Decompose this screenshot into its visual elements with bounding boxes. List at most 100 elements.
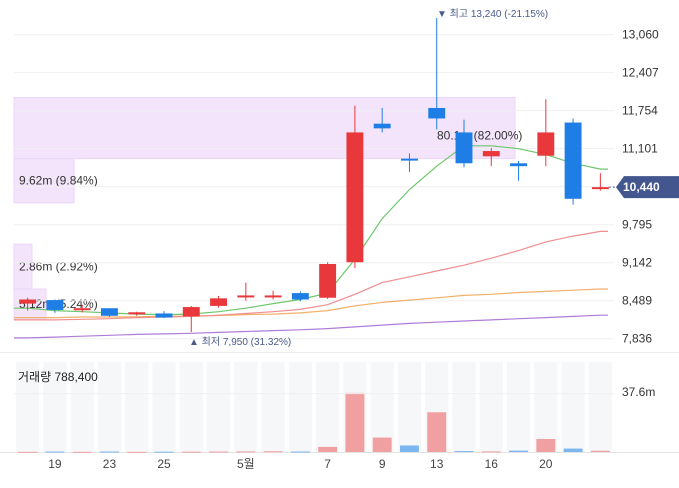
volume-bar bbox=[18, 451, 38, 453]
x-tick: 13 bbox=[430, 457, 444, 471]
x-tick: 20 bbox=[539, 457, 553, 471]
volume-column-bg bbox=[261, 362, 285, 452]
candle-body bbox=[537, 132, 555, 156]
chart-labels: 거래량 788,400 37.6m ▼ 최고 13,240 (-21.15%) … bbox=[18, 8, 655, 399]
volume-column-bg bbox=[561, 362, 585, 452]
price-grid: 13,06012,40711,75411,10110,4489,7959,142… bbox=[14, 28, 659, 471]
candle[interactable] bbox=[564, 118, 582, 205]
candle[interactable] bbox=[210, 296, 227, 308]
x-tick: 23 bbox=[103, 457, 117, 471]
candle[interactable] bbox=[128, 311, 146, 316]
volume-bar bbox=[45, 451, 65, 453]
volume-column-bg bbox=[125, 362, 149, 452]
candle-body bbox=[401, 158, 418, 161]
candle[interactable] bbox=[591, 173, 609, 191]
volume-bar bbox=[72, 451, 92, 453]
candle[interactable] bbox=[182, 305, 200, 333]
volume-bars bbox=[14, 392, 614, 453]
volume-bar bbox=[236, 451, 256, 453]
candle[interactable] bbox=[264, 290, 282, 300]
volume-bar bbox=[127, 451, 147, 453]
volume-profile-bar bbox=[13, 288, 47, 320]
candle[interactable] bbox=[155, 311, 173, 319]
volume-column-bg bbox=[179, 362, 203, 452]
volume-bar bbox=[345, 392, 365, 452]
volume-column-bg bbox=[206, 362, 231, 452]
volume-bar bbox=[481, 451, 501, 453]
volume-column-bg bbox=[506, 362, 531, 452]
volume-column-bg bbox=[534, 362, 558, 452]
candle-body bbox=[591, 187, 609, 190]
x-tick: 5월 bbox=[237, 457, 255, 471]
volume-column-bg bbox=[234, 362, 258, 452]
volume-bar bbox=[454, 451, 474, 453]
volume-bar bbox=[100, 451, 119, 453]
candle-body bbox=[73, 308, 91, 311]
price-tick: 13,060 bbox=[622, 28, 659, 42]
price-tick: 9,142 bbox=[622, 256, 652, 270]
candle-body bbox=[373, 123, 391, 129]
price-tick: 12,407 bbox=[622, 66, 659, 80]
x-tick: 9 bbox=[379, 457, 386, 471]
x-tick: 7 bbox=[324, 457, 331, 471]
candle[interactable] bbox=[73, 304, 91, 313]
candle-body bbox=[155, 313, 173, 318]
candle-body bbox=[128, 312, 146, 315]
volume-bar bbox=[181, 451, 201, 453]
ma120-line bbox=[14, 314, 608, 339]
candle[interactable] bbox=[373, 107, 391, 133]
candle-body bbox=[319, 263, 337, 298]
candles[interactable] bbox=[19, 18, 609, 333]
volume-title: 거래량 788,400 bbox=[18, 370, 98, 384]
volume-bar bbox=[154, 451, 174, 453]
candle[interactable] bbox=[482, 148, 500, 167]
candle[interactable] bbox=[319, 262, 337, 299]
candle[interactable] bbox=[46, 299, 64, 313]
candle[interactable] bbox=[428, 24, 446, 130]
candle-body bbox=[428, 107, 446, 119]
candle[interactable] bbox=[455, 119, 473, 168]
volume-profile-label: 2.86m (2.92%) bbox=[19, 260, 98, 274]
volume-column-bg bbox=[43, 362, 67, 452]
candle[interactable] bbox=[101, 308, 118, 317]
current-price-marker: 10,440 bbox=[608, 176, 679, 199]
volume-bar bbox=[372, 437, 392, 452]
candle[interactable] bbox=[19, 297, 37, 311]
price-tick: 9,795 bbox=[622, 218, 652, 232]
candle[interactable] bbox=[537, 99, 555, 167]
candle-body bbox=[510, 163, 527, 167]
candle[interactable] bbox=[346, 105, 364, 269]
candle-body bbox=[182, 307, 200, 317]
volume-bar bbox=[590, 450, 610, 452]
price-tick: 11,754 bbox=[622, 104, 658, 118]
price-tick: 8,489 bbox=[622, 294, 652, 308]
x-tick: 25 bbox=[157, 457, 171, 471]
volume-bar bbox=[209, 451, 228, 453]
volume-bar bbox=[427, 412, 447, 452]
candle[interactable] bbox=[291, 291, 309, 302]
volume-axis-tick: 37.6m bbox=[622, 385, 655, 399]
chart-background bbox=[0, 352, 679, 453]
volume-column-bg bbox=[370, 362, 394, 452]
volume-bar bbox=[536, 438, 556, 452]
volume-profile-label: 80.1m (82.00%) bbox=[437, 129, 522, 143]
current-price-label: 10,440 bbox=[623, 180, 660, 194]
volume-column-bg bbox=[70, 362, 94, 452]
candle-body bbox=[19, 299, 37, 304]
volume-profile-label: 9.62m (9.84%) bbox=[19, 174, 98, 188]
candle-body bbox=[564, 122, 582, 199]
high-annotation: ▼ 최고 13,240 (-21.15%) bbox=[437, 8, 548, 20]
current-price-badge bbox=[616, 176, 679, 199]
candle-body bbox=[210, 298, 227, 306]
volume-column-bg bbox=[452, 362, 476, 452]
candle-body bbox=[46, 300, 64, 310]
volume-bar bbox=[290, 451, 310, 453]
ma20-line bbox=[14, 230, 608, 321]
volume-column-bg bbox=[397, 362, 422, 452]
candle-body bbox=[264, 295, 282, 298]
candle[interactable] bbox=[510, 160, 527, 181]
volume-bar bbox=[318, 446, 338, 452]
low-annotation: ▲ 최저 7,950 (31.32%) bbox=[189, 336, 291, 348]
candle[interactable] bbox=[401, 153, 418, 173]
candle[interactable] bbox=[237, 282, 255, 301]
